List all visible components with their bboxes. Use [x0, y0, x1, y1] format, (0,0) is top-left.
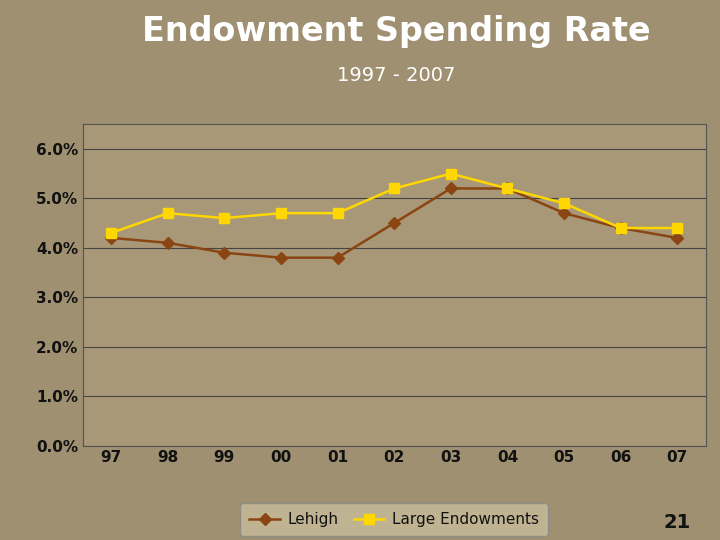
Text: 1997 - 2007: 1997 - 2007 — [337, 66, 455, 85]
Lehigh — [276, 254, 285, 261]
Large Endowments — [276, 210, 285, 217]
Large Endowments — [503, 185, 512, 192]
Lehigh — [163, 240, 172, 246]
Large Endowments — [163, 210, 172, 217]
Lehigh — [390, 220, 399, 226]
Lehigh — [559, 210, 568, 217]
Lehigh — [107, 235, 115, 241]
Lehigh — [333, 254, 342, 261]
Text: Endowment Spending Rate: Endowment Spending Rate — [142, 15, 650, 48]
Line: Lehigh: Lehigh — [107, 184, 681, 262]
Large Endowments — [673, 225, 682, 231]
Line: Large Endowments: Large Endowments — [107, 169, 682, 238]
Large Endowments — [107, 230, 115, 236]
Large Endowments — [333, 210, 342, 217]
Large Endowments — [446, 171, 455, 177]
Large Endowments — [220, 215, 229, 221]
Large Endowments — [559, 200, 568, 206]
Large Endowments — [616, 225, 625, 231]
Text: 21: 21 — [664, 513, 691, 532]
Large Endowments — [390, 185, 399, 192]
Legend: Lehigh, Large Endowments: Lehigh, Large Endowments — [240, 503, 548, 536]
Lehigh — [220, 249, 229, 256]
Lehigh — [446, 185, 455, 192]
Lehigh — [503, 185, 512, 192]
Lehigh — [673, 235, 682, 241]
Lehigh — [616, 225, 625, 231]
